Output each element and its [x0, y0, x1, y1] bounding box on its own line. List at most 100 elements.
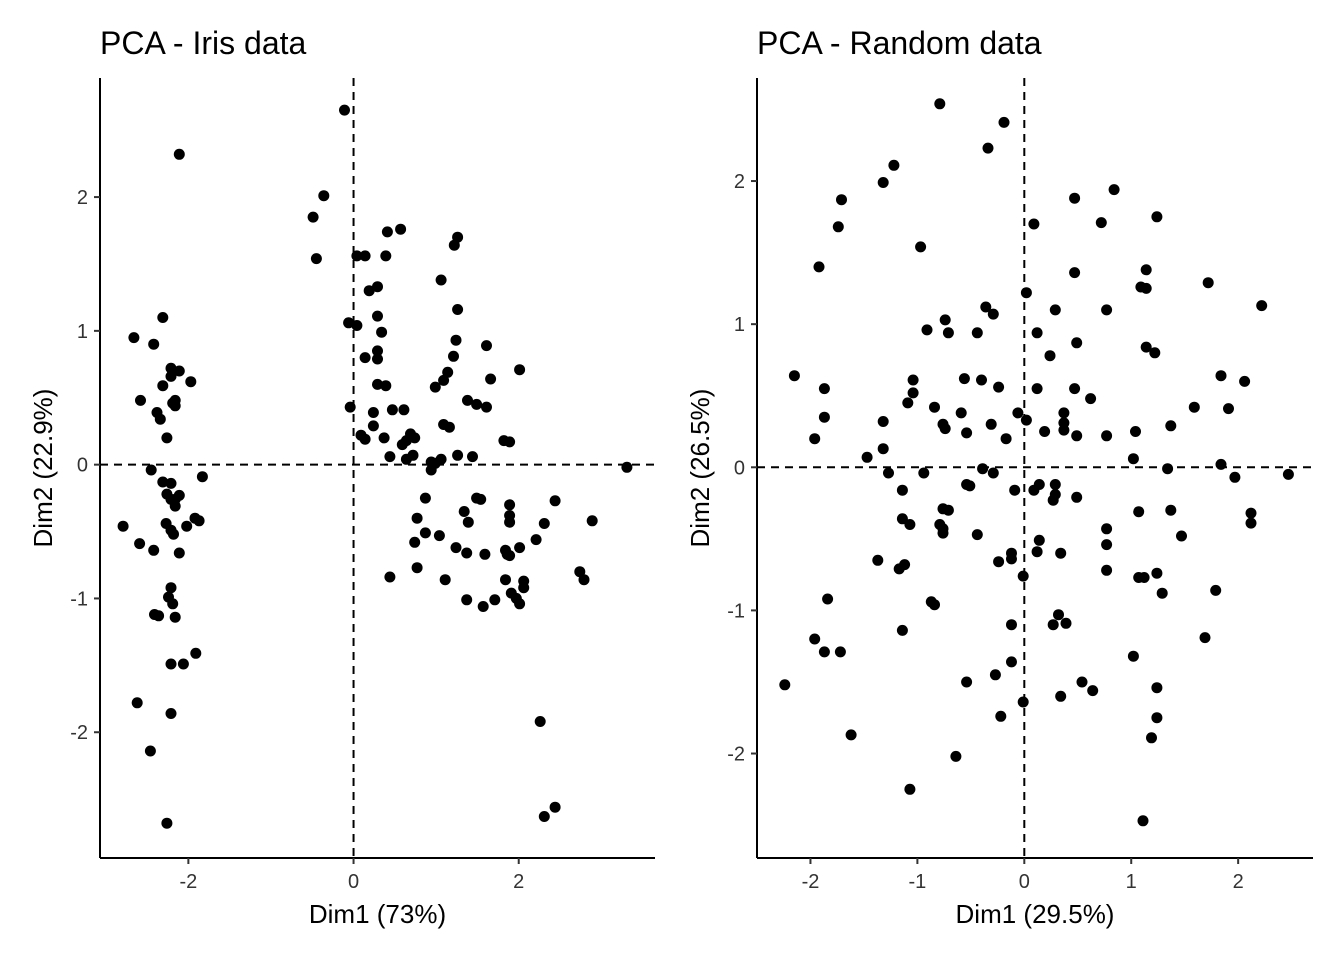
data-point: [993, 381, 1005, 393]
data-point: [1049, 304, 1061, 316]
data-point: [1009, 484, 1021, 496]
data-point: [1151, 567, 1163, 579]
data-point: [1087, 685, 1099, 697]
data-point: [481, 340, 492, 352]
data-point: [173, 489, 185, 501]
data-point: [169, 500, 181, 512]
data-point: [1140, 264, 1152, 276]
data-point: [578, 574, 590, 586]
data-point: [1149, 347, 1161, 359]
data-point: [435, 453, 447, 465]
data-point: [907, 387, 919, 399]
data-point: [1151, 682, 1163, 694]
data-point: [1047, 619, 1059, 631]
data-point: [976, 374, 987, 386]
data-point: [448, 350, 459, 362]
data-point: [1017, 570, 1029, 582]
data-point: [621, 461, 633, 473]
data-point: [165, 362, 177, 374]
data-point: [169, 611, 181, 623]
data-point: [372, 345, 383, 357]
data-point: [1101, 564, 1113, 576]
data-point: [1133, 506, 1145, 518]
y-tick-label: -1: [70, 588, 88, 610]
data-point: [985, 418, 997, 430]
data-point: [1151, 712, 1163, 724]
data-point: [1140, 341, 1152, 353]
data-point: [896, 484, 908, 496]
data-point: [443, 421, 455, 433]
data-point: [351, 320, 363, 331]
x-tick-label: 1: [1126, 871, 1137, 893]
data-point: [818, 411, 830, 423]
data-point: [435, 274, 447, 286]
data-point: [145, 464, 157, 476]
y-tick-label: -2: [70, 722, 88, 744]
data-point: [452, 449, 464, 461]
data-point: [929, 599, 940, 611]
data-point: [877, 443, 889, 455]
data-point: [1156, 587, 1168, 599]
data-point: [971, 529, 983, 541]
data-point: [1049, 479, 1061, 490]
data-point: [339, 104, 350, 116]
data-point: [1055, 690, 1067, 702]
data-point: [813, 261, 825, 273]
data-point: [1006, 547, 1017, 559]
data-point: [318, 190, 330, 202]
data-point: [1049, 489, 1061, 500]
data-point: [1137, 815, 1149, 827]
x-tick-label: 2: [513, 871, 524, 893]
data-point: [896, 624, 908, 636]
data-point: [836, 194, 847, 206]
data-point: [1282, 468, 1294, 480]
data-point: [438, 374, 450, 386]
data-point: [809, 633, 821, 645]
data-point: [1202, 277, 1214, 289]
data-point: [1020, 414, 1032, 426]
data-point: [1101, 523, 1113, 535]
data-point: [893, 563, 905, 575]
data-point: [845, 729, 857, 741]
data-point: [131, 697, 143, 709]
data-point: [1012, 407, 1024, 419]
data-point: [157, 476, 169, 488]
y-tick-label: 0: [734, 457, 745, 479]
data-point: [937, 527, 949, 539]
data-point: [504, 516, 516, 528]
data-point: [161, 817, 173, 829]
data-point: [461, 594, 473, 606]
data-point: [157, 312, 169, 323]
data-point: [1146, 732, 1157, 744]
data-point: [1165, 504, 1177, 516]
data-point: [538, 811, 550, 822]
data-point: [1069, 267, 1081, 279]
data-point: [165, 370, 177, 382]
data-point: [363, 285, 375, 297]
data-point: [419, 492, 431, 504]
data-point: [419, 527, 431, 539]
data-point: [1085, 393, 1097, 405]
data-point: [1044, 350, 1056, 362]
data-point: [477, 601, 489, 612]
x-tick-label: 2: [1233, 871, 1244, 893]
data-point: [1101, 539, 1113, 551]
data-point: [1215, 370, 1227, 382]
data-point: [489, 594, 501, 606]
data-point: [530, 534, 542, 546]
data-point: [872, 554, 884, 566]
data-point: [1076, 676, 1088, 688]
data-point: [177, 658, 189, 670]
data-point: [971, 327, 983, 339]
data-point: [458, 506, 470, 517]
data-point: [549, 495, 561, 507]
y-tick-label: -1: [727, 600, 745, 622]
data-point: [1108, 184, 1120, 196]
data-point: [998, 116, 1010, 128]
data-point: [165, 477, 177, 489]
data-point: [934, 98, 946, 110]
data-point: [921, 324, 933, 336]
data-point: [144, 745, 156, 757]
data-point: [877, 416, 889, 427]
